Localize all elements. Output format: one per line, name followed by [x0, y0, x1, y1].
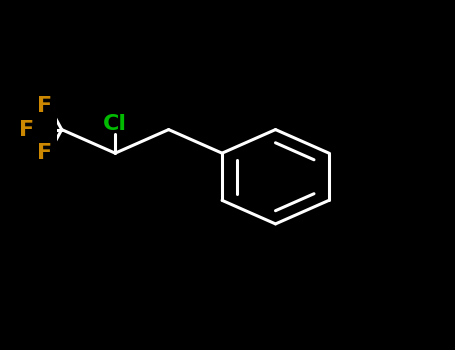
- Text: F: F: [36, 96, 52, 116]
- Text: Cl: Cl: [103, 113, 127, 133]
- Text: F: F: [19, 120, 34, 140]
- Text: F: F: [36, 143, 52, 163]
